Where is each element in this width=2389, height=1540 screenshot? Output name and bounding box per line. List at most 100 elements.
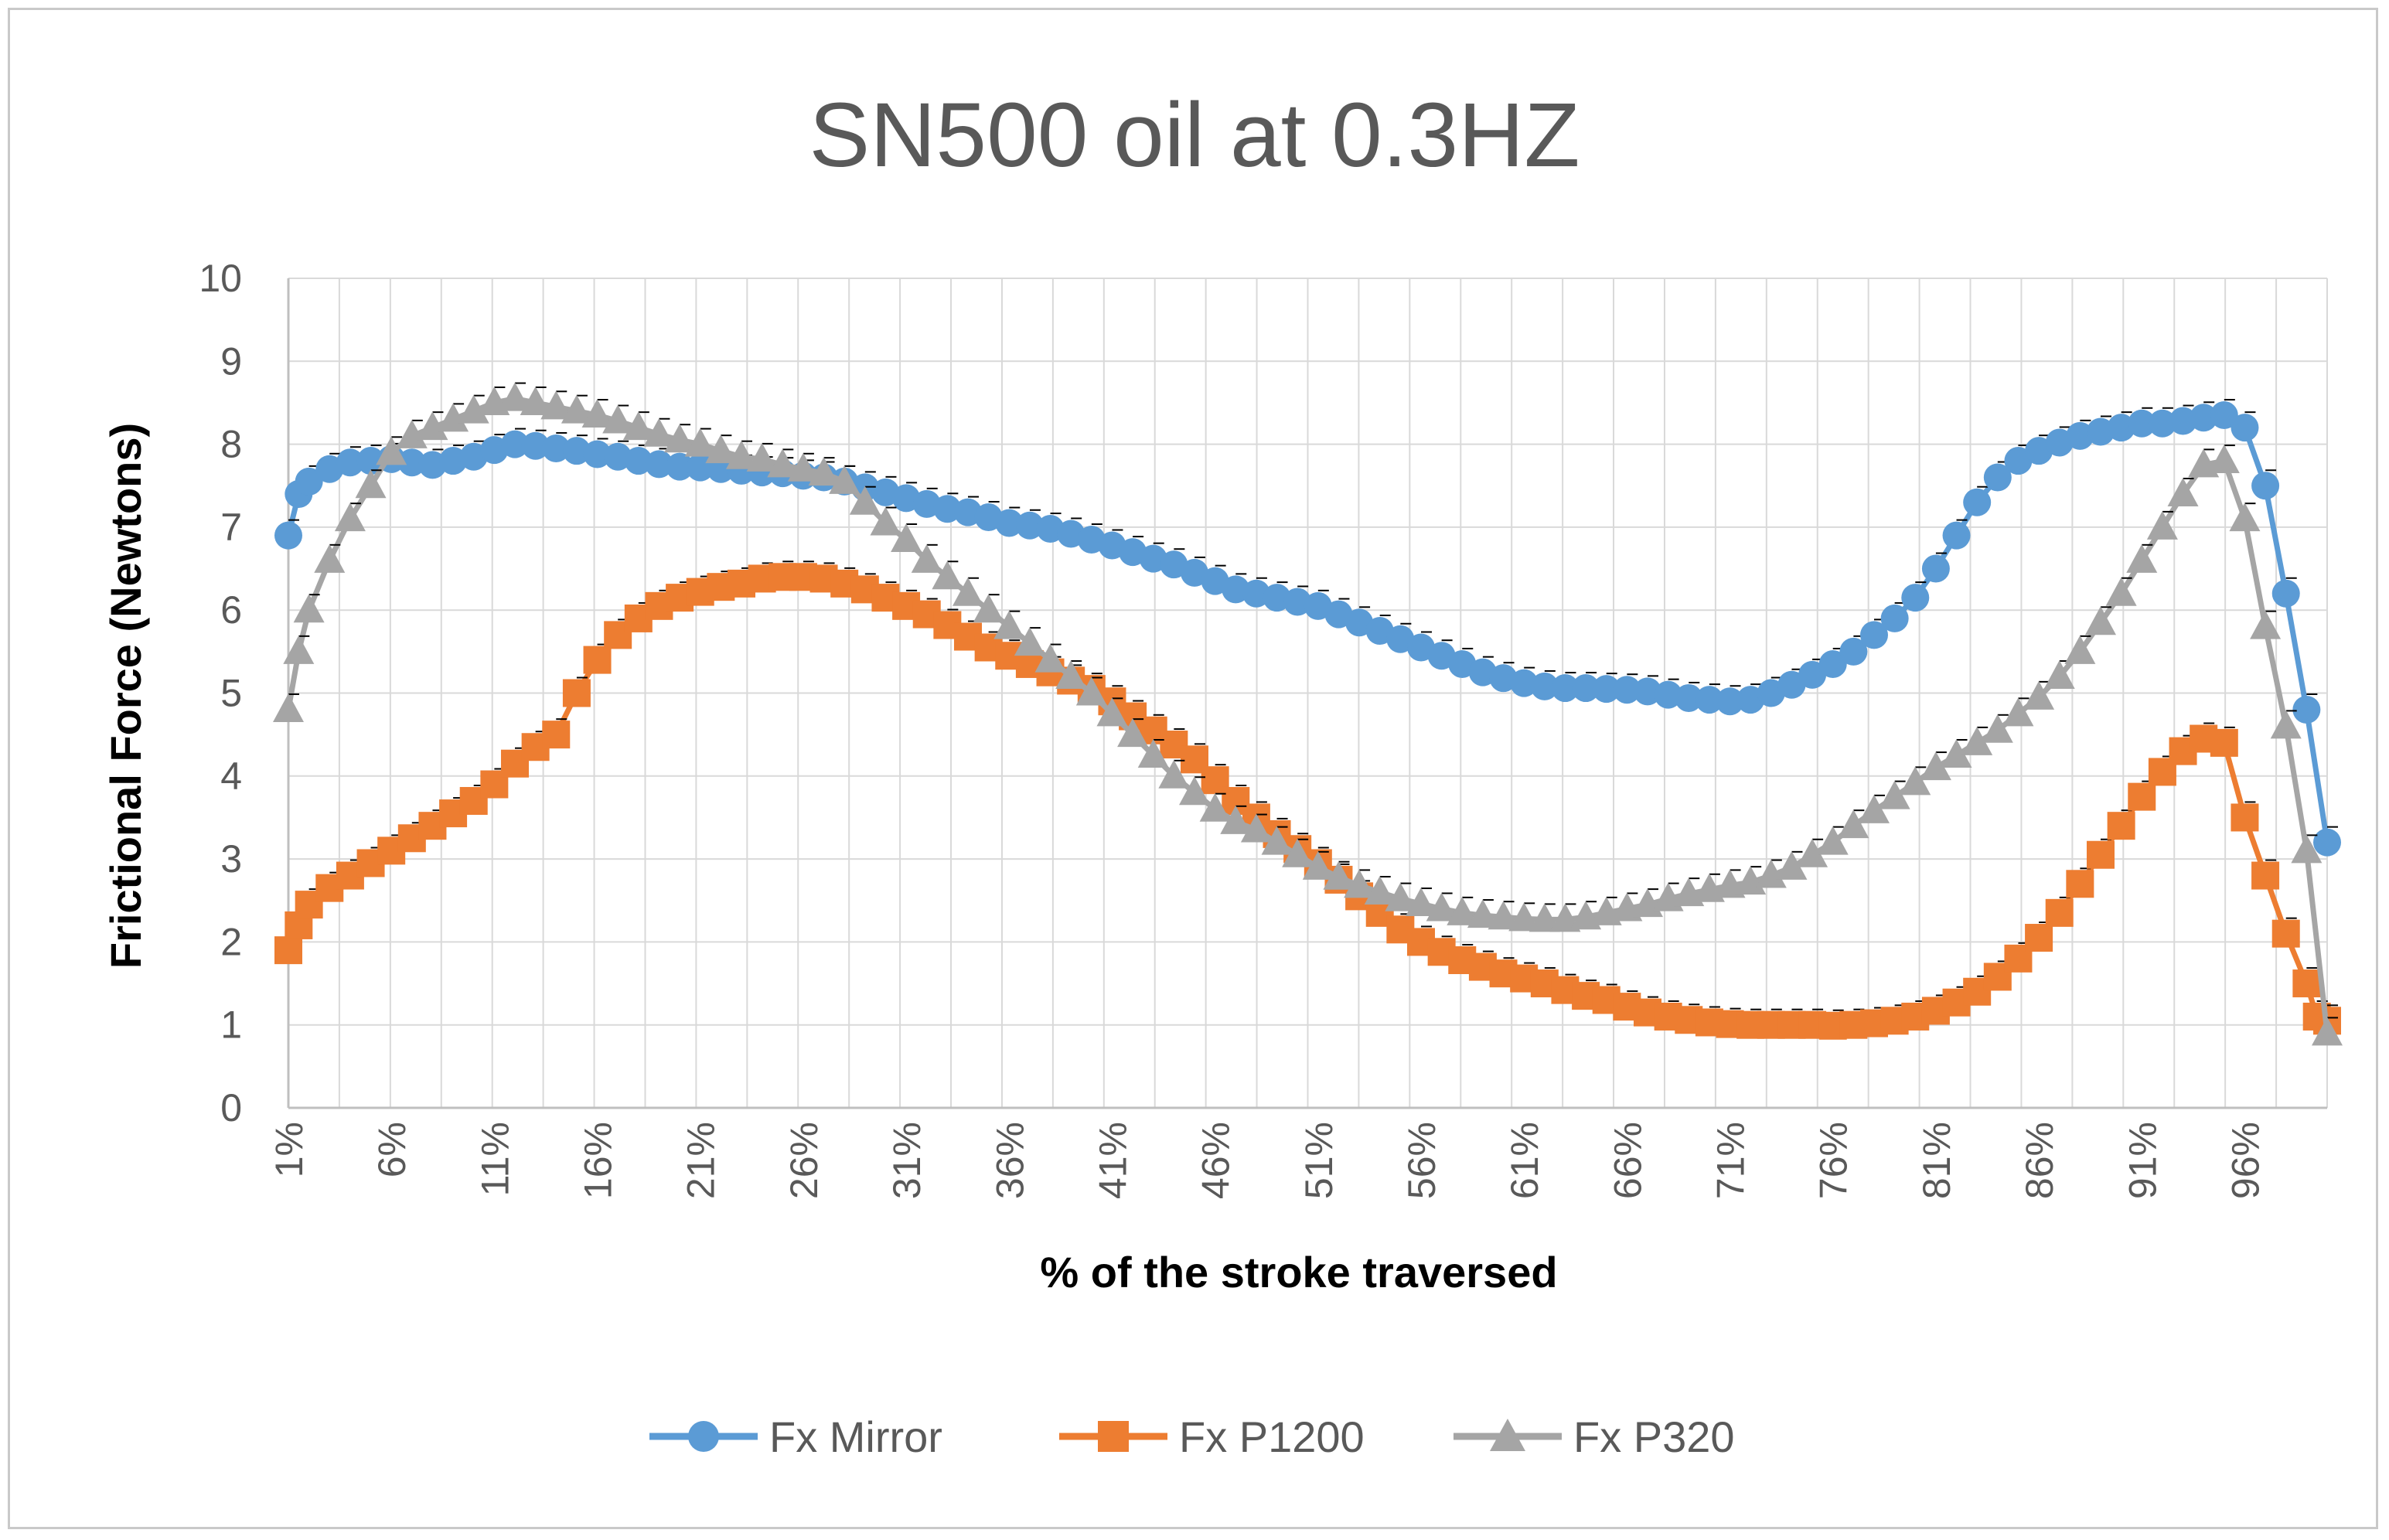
data-point [501,430,529,458]
data-point [1220,805,1252,834]
data-point [458,394,489,424]
data-point [540,390,572,420]
data-point [2210,401,2238,430]
x-axis-label: % of the stroke traversed [1040,1248,1557,1296]
legend-marker-fx-p320 [1490,1419,1525,1451]
x-tick-label: 96% [2224,1122,2267,1199]
data-point [1838,809,1869,839]
data-point [2066,870,2094,898]
data-point [1880,604,1909,632]
legend-item-fx-p320: Fx P320 [1454,1412,1735,1461]
data-point [2066,421,2094,450]
data-point [1901,584,1930,612]
data-point [808,457,840,486]
data-point [1034,643,1066,673]
data-point [1798,660,1827,689]
x-tick-label: 71% [1709,1122,1753,1199]
data-point [2107,812,2135,840]
x-tick-label: 51% [1297,1122,1341,1199]
data-point [787,452,819,482]
axes [287,278,2327,1109]
y-tick-label: 8 [220,423,242,466]
data-point [1158,759,1190,789]
x-tick-label: 86% [2018,1122,2061,1199]
data-point [397,448,426,477]
x-tick-label: 81% [1915,1122,1958,1199]
data-point [417,411,448,441]
data-point [1777,670,1806,699]
data-point [1240,813,1272,843]
data-point [911,543,942,573]
data-point [2148,409,2176,438]
x-tick-label: 46% [1194,1122,1238,1199]
data-point [1261,826,1293,855]
y-tick-label: 6 [220,588,242,632]
data-point [562,679,591,707]
data-point [1179,776,1210,806]
data-point [1447,896,1478,925]
data-point [1695,686,1723,714]
series-layer [273,382,2343,1046]
data-point [1096,697,1128,727]
legend-label-fx-p320: Fx P320 [1573,1412,1735,1461]
data-point [418,451,447,479]
data-point [439,447,468,475]
data-point [1572,674,1600,703]
data-point [2190,404,2218,432]
data-point [562,437,591,465]
y-tick-label: 4 [220,755,242,798]
data-point [1983,463,2012,492]
legend-item-fx-mirror: Fx Mirror [649,1412,942,1461]
x-tick-label: 1% [268,1122,311,1177]
x-tick-label: 56% [1400,1122,1443,1199]
data-point [849,486,881,515]
data-point [1508,902,1540,932]
y-tick-label: 0 [220,1086,242,1129]
y-tick-label: 5 [220,672,242,715]
data-point [542,721,571,749]
data-point [583,440,612,468]
y-tick-label: 1 [220,1003,242,1047]
data-point [2045,898,2074,927]
data-point [664,424,696,453]
x-tick-label: 6% [370,1122,414,1177]
data-point [973,594,1004,623]
y-tick-label: 9 [220,339,242,383]
data-point [314,543,346,573]
data-point [499,382,530,411]
y-tick-label: 2 [220,920,242,963]
x-tick-label: 41% [1091,1122,1134,1199]
data-point [1776,850,1808,880]
data-point [666,452,694,481]
y-tick-label: 7 [220,506,242,549]
legend-marker-fx-mirror [688,1421,719,1452]
data-point [746,442,778,472]
data-point [604,442,632,471]
data-point [891,523,922,552]
x-tick-label: 31% [885,1122,929,1199]
data-point [1199,792,1231,822]
data-point [1675,683,1703,712]
y-tick-label: 10 [199,257,242,300]
data-point [1613,676,1641,704]
data-point [1942,521,1971,550]
data-point [2146,510,2178,540]
data-point [1075,676,1107,706]
data-point [2210,728,2238,757]
data-point [2105,577,2137,606]
data-point [2128,782,2156,811]
gridlines [288,278,2328,1109]
data-point [2087,417,2115,446]
data-point [1963,488,1992,516]
data-point [1859,794,1890,823]
data-point [953,577,983,606]
data-point [1755,859,1787,888]
data-point [1654,680,1682,709]
x-tick-label: 26% [782,1122,826,1199]
data-point [645,450,673,479]
y-tick-label: 3 [220,837,242,881]
data-point [829,465,861,494]
x-tick-label: 16% [577,1122,620,1199]
y-axis-label: Frictional Force (Newtons) [101,423,150,969]
